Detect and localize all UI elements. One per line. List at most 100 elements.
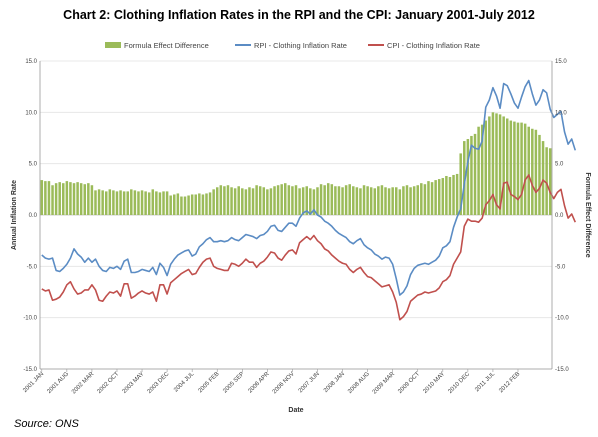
legend-label: RPI - Clothing Inflation Rate [254,41,347,50]
bar [394,187,398,215]
bar [344,185,348,215]
bar [534,129,538,215]
bar [287,185,291,215]
bar [463,141,466,215]
bar [366,186,369,215]
bar [51,185,54,215]
bar [276,185,280,215]
bar [47,181,51,215]
bar [352,186,355,215]
bar [205,193,208,215]
bar [538,134,541,215]
bar [441,178,445,215]
bar [301,187,305,215]
bar [108,189,112,215]
bar [244,189,248,215]
y2-tick-label: -10.0 [555,316,569,322]
bar [498,114,502,215]
y-axis-title: Annual Inflation Rate [11,180,18,250]
bar [377,186,380,215]
bar [104,191,108,215]
bar [312,189,316,215]
bar [319,184,323,215]
x-tick-label: 2001 AUG [46,371,70,395]
bar [101,190,104,215]
legend-label: Formula Effect Difference [124,41,209,50]
bar [545,147,548,215]
bar [548,148,552,215]
bar [97,189,101,215]
bar [165,191,169,215]
x-tick-label: 2006 NOV [272,371,296,395]
bar [230,187,233,215]
x-tick-label: 2002 OCT [97,371,121,395]
x-tick-label: 2007 JUN [298,371,321,394]
bar [40,180,44,215]
legend-swatch [105,42,121,48]
bar [190,194,194,215]
bar [334,186,337,215]
bar [509,120,513,215]
bar [198,193,201,215]
bar [215,187,219,215]
bar [491,112,495,215]
bar [79,183,83,215]
bar [158,192,162,215]
bar [380,185,384,215]
y-tick-label: 10.0 [25,110,37,116]
bar [412,186,416,215]
bar [505,118,509,215]
bar [212,189,215,215]
bar [144,191,147,215]
bar [173,194,176,215]
x-tick-label: 2011 JUL [474,371,497,394]
source-note: Source: ONS [14,418,79,430]
x-tick-label: 2004 JUL [173,371,196,394]
bar [119,190,122,215]
bar [423,184,427,215]
bar [337,186,341,215]
bar [502,116,505,215]
y-tick-label: 15.0 [25,59,37,65]
bar [291,186,294,215]
bar [294,185,298,215]
bar [459,153,462,215]
bar [405,185,409,215]
bar [130,189,133,215]
bar [266,189,269,215]
bar [391,187,394,215]
bar [54,183,58,215]
x-tick-label: 2009 MAR [372,371,397,396]
x-tick-label: 2006 APR [247,371,271,395]
bar [233,188,237,215]
x-tick-label: 2002 MAR [71,371,96,396]
bar [76,182,79,215]
y-tick-label: 5.0 [29,162,38,168]
bar [452,174,455,215]
bar [298,188,301,215]
bar [541,141,545,215]
x-tick-label: 2008 AUG [347,371,371,395]
bar [448,177,452,215]
x-tick-label: 2008 JAN [323,371,346,394]
bar [241,188,244,215]
y2-tick-label: 0.0 [555,213,564,219]
legend-label: CPI - Clothing Inflation Rate [387,41,480,50]
bar [122,191,126,215]
bar [455,173,459,215]
bar [284,183,287,215]
bar [183,196,187,215]
bar [280,184,283,215]
bar [147,192,151,215]
bar [72,183,76,215]
bar [348,184,351,215]
x-tick-label: 2010 DEC [447,371,471,395]
series-line [41,174,577,321]
legend: Formula Effect Difference RPI - Clothing … [105,41,480,50]
bar [44,181,47,215]
bar-series [40,112,552,215]
bar [484,120,488,215]
chart-title: Chart 2: Clothing Inflation Rates in the… [63,8,535,22]
bar [162,191,165,215]
bar [273,186,276,215]
